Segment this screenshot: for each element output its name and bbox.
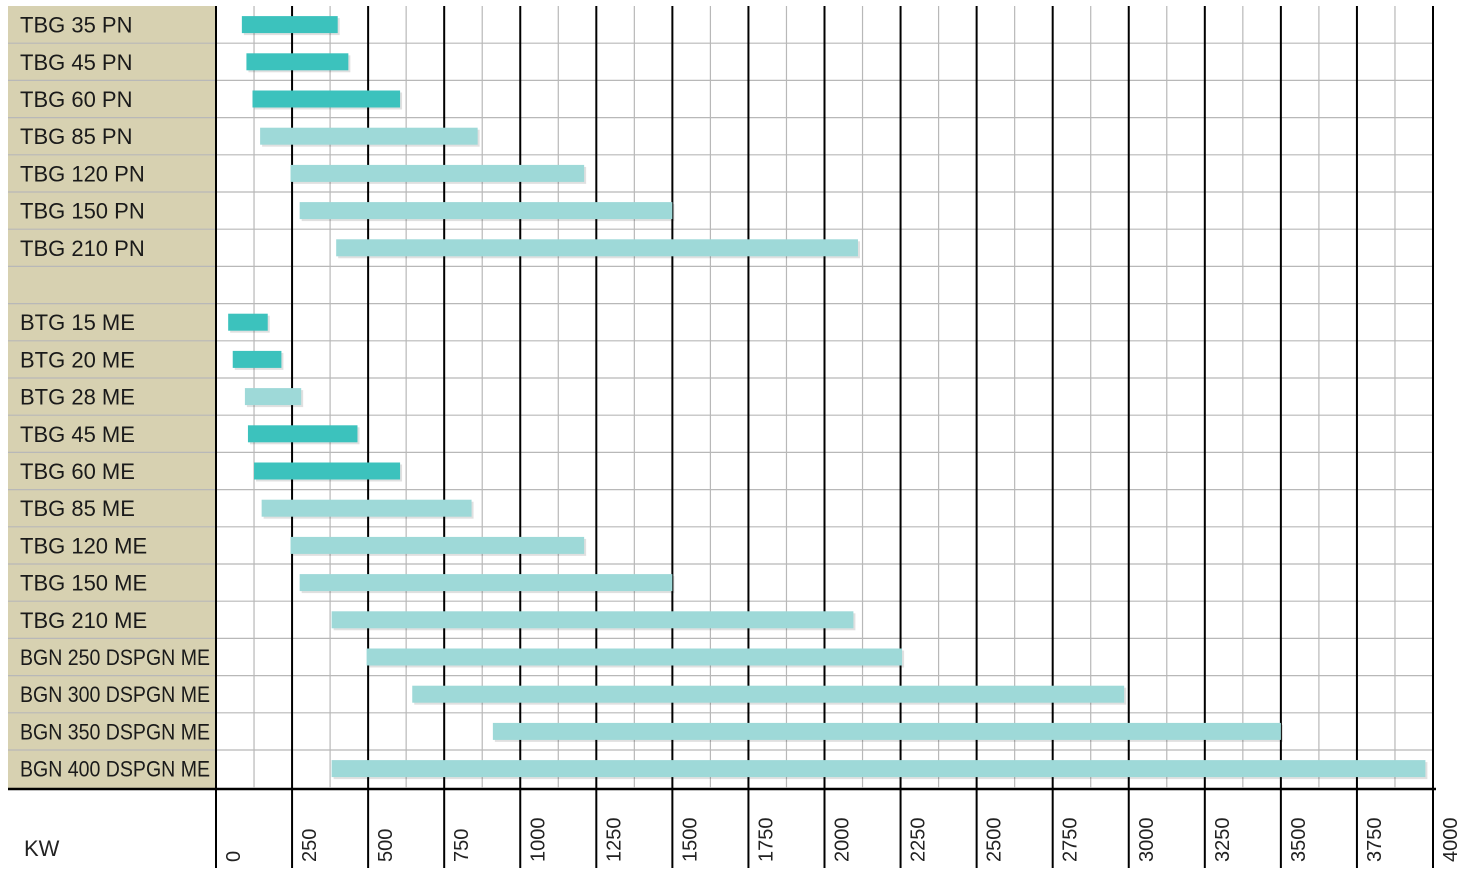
row-label: BGN 350 DSPGN ME (20, 719, 210, 744)
row-label: BTG 20 ME (20, 347, 135, 372)
x-tick-label: 1250 (603, 818, 625, 863)
row-label: TBG 85 ME (20, 496, 135, 521)
row-label: TBG 120 PN (20, 161, 145, 186)
row-label: TBG 45 ME (20, 422, 135, 447)
row-label: TBG 35 PN (20, 13, 132, 38)
row-label: TBG 60 PN (20, 87, 132, 112)
range-bar (228, 313, 268, 331)
x-axis-title: KW (24, 836, 60, 861)
row-label: TBG 60 ME (20, 459, 135, 484)
range-bar (290, 164, 585, 182)
range-bar (299, 202, 673, 220)
x-tick-label: 2500 (984, 818, 1006, 863)
x-tick-label: 2000 (832, 818, 854, 863)
range-bar (252, 90, 401, 108)
range-bar (244, 388, 302, 406)
x-tick-label: 3250 (1212, 818, 1234, 863)
range-bar (246, 53, 349, 71)
row-label: TBG 85 PN (20, 124, 132, 149)
range-bar (331, 760, 1426, 778)
row-label: BGN 250 DSPGN ME (20, 645, 210, 670)
range-bar (241, 16, 338, 34)
range-bar (261, 499, 472, 517)
x-tick-label: 1500 (679, 818, 701, 863)
row-label: TBG 45 PN (20, 50, 132, 75)
row-label: TBG 210 PN (20, 236, 145, 261)
x-tick-labels: 0 250 500 750 1000 1250 1500 1750 2000 2250 2500 27… (223, 818, 1462, 863)
row-label: TBG 150 ME (20, 571, 147, 596)
row-label: TBG 150 PN (20, 199, 145, 224)
x-tick-label: 3750 (1364, 818, 1386, 863)
x-tick-label: 3000 (1136, 818, 1158, 863)
x-tick-label: 1000 (527, 818, 549, 863)
x-tick-label: 3500 (1288, 818, 1310, 863)
x-tick-label: 1750 (755, 818, 777, 863)
x-tick-label: 500 (375, 829, 397, 862)
range-bar (290, 536, 585, 554)
x-tick-label: 2250 (908, 818, 930, 863)
row-labels: TBG 35 PN TBG 45 PN TBG 60 PN TBG 85 PN TBG … (20, 13, 210, 782)
range-bar (299, 574, 673, 592)
x-tick-label: 750 (451, 829, 473, 862)
x-tick-label: 250 (299, 829, 321, 862)
range-bars (228, 16, 1428, 780)
range-bar (336, 239, 858, 257)
row-label: BGN 400 DSPGN ME (20, 757, 210, 782)
range-bar (331, 611, 854, 629)
x-tick-label: 0 (223, 851, 245, 862)
range-bar (366, 648, 903, 666)
range-bar (412, 685, 1125, 703)
range-bar (260, 127, 478, 145)
x-tick-label: 4000 (1440, 818, 1462, 863)
row-separators (8, 42, 1433, 751)
range-bar (247, 425, 358, 443)
range-bar (232, 350, 282, 368)
row-label: BTG 15 ME (20, 310, 135, 335)
range-bar (492, 722, 1281, 740)
x-tick-label: 2750 (1060, 818, 1082, 863)
row-label: TBG 120 ME (20, 533, 147, 558)
row-label: BGN 300 DSPGN ME (20, 682, 210, 707)
row-label: TBG 210 ME (20, 608, 147, 633)
range-bar (254, 462, 401, 480)
label-column-background (8, 6, 216, 788)
row-label: BTG 28 ME (20, 385, 135, 410)
